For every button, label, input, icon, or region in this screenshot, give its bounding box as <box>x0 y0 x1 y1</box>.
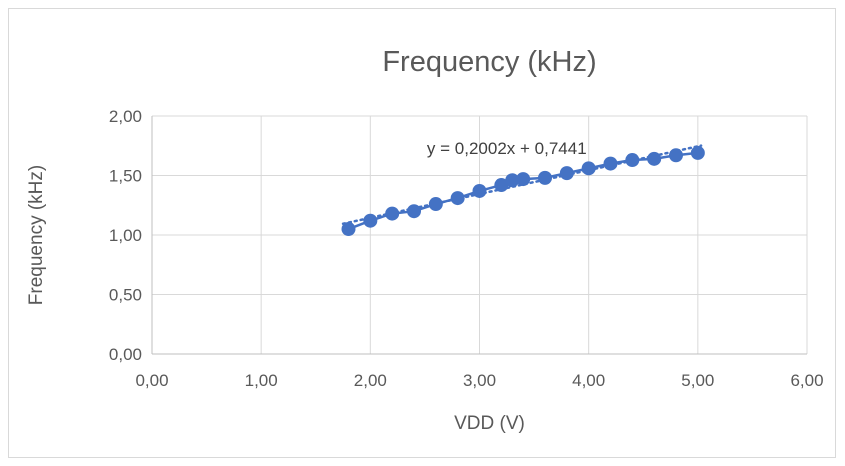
data-point <box>450 191 465 206</box>
data-point <box>559 166 574 181</box>
x-axis-title: VDD (V) <box>454 413 525 434</box>
data-point <box>516 172 531 187</box>
y-tick-label: 1,00 <box>109 226 142 245</box>
data-point <box>494 178 509 193</box>
data-series <box>341 145 705 237</box>
x-tick-label: 0,00 <box>135 371 168 390</box>
x-tick-label: 4,00 <box>572 371 605 390</box>
data-point <box>690 145 705 160</box>
y-tick-label: 0,00 <box>109 345 142 364</box>
axes: 0,00 0,50 1,00 1,50 2,00 0,00 1,00 2,00 3,00 4,00… <box>109 107 824 390</box>
gridlines <box>152 115 808 354</box>
y-tick-label: 2,00 <box>109 107 142 126</box>
y-tick-label: 0,50 <box>109 286 142 305</box>
x-tick-label: 2,00 <box>354 371 387 390</box>
x-tick-label: 5,00 <box>681 371 714 390</box>
series-line <box>348 151 698 231</box>
data-point <box>363 213 378 228</box>
y-tick-label: 1,50 <box>109 167 142 186</box>
data-point <box>341 222 356 237</box>
y-axis-title: Frequency (kHz) <box>26 165 47 305</box>
data-point <box>669 148 683 163</box>
data-point <box>647 151 662 166</box>
chart-svg: Frequency (kHz) 0,000,501,001,502,000,00… <box>26 46 824 434</box>
data-point <box>581 161 596 176</box>
data-point <box>505 173 520 188</box>
data-point <box>625 153 640 168</box>
chart-title: Frequency (kHz) <box>382 46 596 78</box>
data-point <box>603 156 618 171</box>
trendline-equation-label: y = 0,2002x + 0,7441 <box>427 139 587 158</box>
data-point <box>472 183 487 198</box>
x-tick-label: 1,00 <box>245 371 278 390</box>
chart-area: Frequency (kHz) 0,00 0,50 1,00 1,50 2,00 0,00… <box>8 8 836 458</box>
data-point <box>385 206 400 221</box>
x-tick-label: 6,00 <box>790 371 823 390</box>
x-tick-label: 3,00 <box>463 371 496 390</box>
data-point <box>538 170 552 185</box>
data-point <box>428 197 443 212</box>
data-point <box>407 204 421 219</box>
